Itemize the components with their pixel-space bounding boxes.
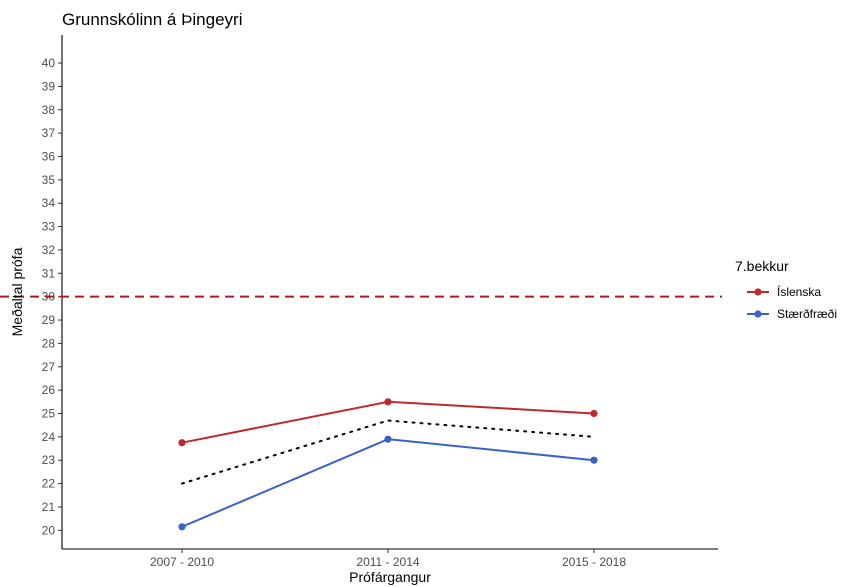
x-tick-label: 2007 - 2010 <box>150 555 214 569</box>
series-point-2 <box>590 456 598 464</box>
legend-item: Stærðfræði <box>747 307 837 321</box>
series-point-1 <box>178 439 186 447</box>
y-axis-ticks: 2021222324252627282930313233343536373839… <box>42 56 62 537</box>
series-line-2 <box>181 438 595 528</box>
y-tick-label: 33 <box>42 220 56 234</box>
series-point-1 <box>590 409 598 418</box>
series-point-2 <box>384 435 392 443</box>
x-tick-label: 2011 - 2014 <box>356 555 419 569</box>
series-point-1 <box>384 398 392 406</box>
y-axis-title: Meðaltal prófa <box>9 247 25 336</box>
y-tick-label: 34 <box>42 196 56 210</box>
y-tick-label: 20 <box>42 523 56 537</box>
x-tick-label: 2015 - 2018 <box>562 555 626 569</box>
x-axis-ticks: 2007 - 2010 2011 - 2014 2015 - 2018 <box>150 549 626 569</box>
y-tick-label: 26 <box>42 383 56 397</box>
y-tick-label: 29 <box>42 313 56 327</box>
y-tick-label: 28 <box>42 336 56 350</box>
y-tick-label: 38 <box>42 103 56 117</box>
y-tick-label: 35 <box>42 173 56 187</box>
plot-area: 2021222324252627282930313233343536373839… <box>0 35 722 569</box>
y-tick-label: 39 <box>42 79 56 93</box>
legend-label: Stærðfræði <box>777 307 837 321</box>
legend-item: Íslenska <box>747 284 821 299</box>
y-tick-label: 22 <box>42 477 56 491</box>
y-tick-label: 36 <box>42 149 56 163</box>
average-line <box>181 419 595 485</box>
y-tick-label: 21 <box>42 500 56 514</box>
chart-title: Grunnskólinn á Þingeyri <box>62 10 242 29</box>
series-point-2 <box>178 523 186 531</box>
y-tick-label: 27 <box>42 360 56 374</box>
legend-key-point <box>754 310 762 318</box>
legend: 7.bekkur Íslenska Stærðfræði <box>735 258 837 321</box>
legend-label: Íslenska <box>777 284 821 299</box>
y-tick-label: 24 <box>42 430 56 444</box>
y-tick-label: 32 <box>42 243 56 257</box>
y-tick-label: 25 <box>42 406 56 420</box>
x-axis-title: Prófárgangur <box>349 569 431 585</box>
legend-title: 7.bekkur <box>735 258 789 274</box>
legend-key-point <box>754 288 762 296</box>
y-tick-label: 23 <box>42 453 56 467</box>
y-tick-label: 37 <box>42 126 56 140</box>
series-layer <box>178 398 598 531</box>
y-tick-label: 40 <box>42 56 56 70</box>
legend-items: Íslenska Stærðfræði <box>747 284 837 321</box>
y-tick-label: 31 <box>42 266 56 280</box>
